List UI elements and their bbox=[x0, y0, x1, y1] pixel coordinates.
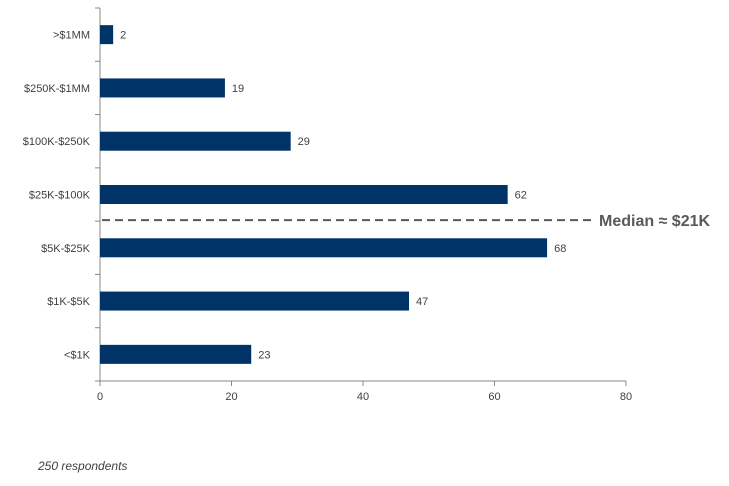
category-label: $1K-$5K bbox=[47, 296, 90, 308]
bar bbox=[100, 25, 114, 45]
category-label: >$1MM bbox=[53, 30, 90, 42]
value-label: 29 bbox=[298, 136, 310, 148]
value-label: 68 bbox=[554, 243, 566, 255]
value-label: 62 bbox=[515, 190, 527, 202]
value-label: 47 bbox=[416, 296, 428, 308]
x-tick-label: 0 bbox=[97, 391, 103, 403]
x-tick-label: 20 bbox=[225, 391, 237, 403]
bar bbox=[100, 344, 252, 364]
bar bbox=[100, 291, 410, 311]
value-label: 19 bbox=[232, 83, 244, 95]
category-label: $250K-$1MM bbox=[24, 83, 90, 95]
value-label: 23 bbox=[258, 349, 270, 361]
category-label: $5K-$25K bbox=[41, 243, 91, 255]
bar bbox=[100, 185, 508, 204]
footnote: 250 respondents bbox=[38, 459, 128, 473]
bar bbox=[100, 238, 548, 258]
category-label: $25K-$100K bbox=[29, 190, 91, 202]
bar bbox=[100, 78, 225, 98]
category-label: $100K-$250K bbox=[23, 136, 91, 148]
value-label: 2 bbox=[120, 30, 126, 42]
x-tick-label: 40 bbox=[357, 391, 369, 403]
x-tick-label: 80 bbox=[620, 391, 632, 403]
bar bbox=[100, 131, 291, 151]
category-label: <$1K bbox=[64, 349, 91, 361]
x-tick-label: 60 bbox=[488, 391, 500, 403]
median-label: Median ≈ $21K bbox=[599, 213, 710, 230]
